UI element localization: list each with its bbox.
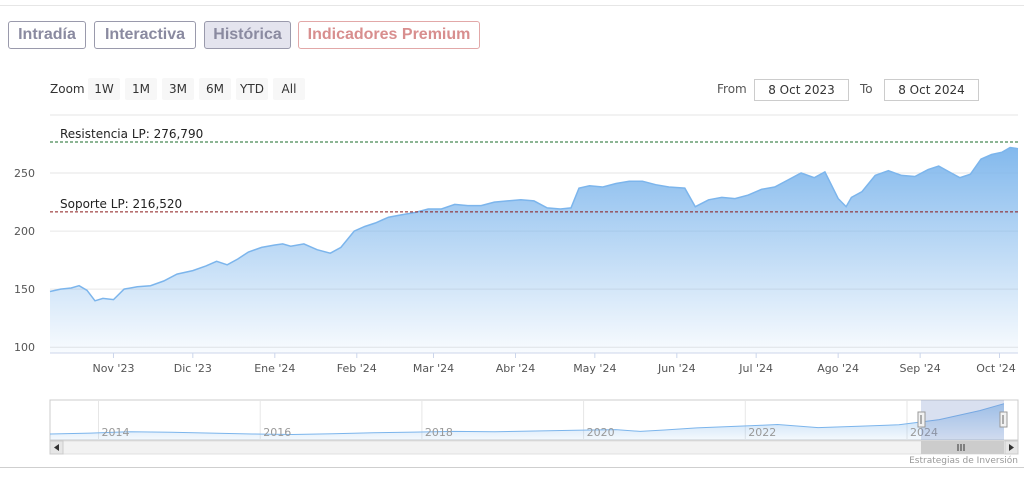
zoom-6m-button[interactable]: 6M: [199, 78, 231, 100]
y-tick-label: 200: [14, 225, 35, 238]
x-tick-label: Nov '23: [92, 362, 134, 375]
scrollbar[interactable]: [49, 440, 1019, 455]
y-tick-label: 100: [14, 341, 35, 354]
x-tick-label: Jul '24: [738, 362, 773, 375]
tab-intradia[interactable]: Intradía: [8, 21, 86, 49]
x-tick-label: May '24: [573, 362, 616, 375]
navigator-tick-label: 2022: [748, 426, 776, 439]
annotations: Resistencia LP: 276,790 Soporte LP: 216,5…: [50, 127, 1018, 213]
tab-indicadores-premium[interactable]: Indicadores Premium: [298, 21, 480, 49]
x-tick-label: Dic '23: [174, 362, 212, 375]
zoom-all-button[interactable]: All: [273, 78, 305, 100]
x-tick-label: Ene '24: [254, 362, 295, 375]
navigator-tick-label: 2016: [263, 426, 291, 439]
bottom-divider: [0, 467, 1024, 468]
price-line: [49, 146, 1019, 302]
navigator-area: [50, 403, 1004, 440]
y-tick-label: 150: [14, 283, 35, 296]
annotation-label: Resistencia LP: 276,790: [60, 127, 203, 141]
tab-interactiva[interactable]: Interactiva: [94, 21, 196, 49]
x-tick-label: Ago '24: [817, 362, 859, 375]
navigator-mask[interactable]: [921, 400, 1004, 440]
zoom-1w-button[interactable]: 1W: [88, 78, 120, 100]
x-tick-label: Abr '24: [496, 362, 536, 375]
navigator-tick-label: 2020: [587, 426, 615, 439]
credits[interactable]: Estrategias de Inversión: [909, 456, 1018, 466]
y-axis: 100 150 200 250: [14, 167, 35, 354]
zoom-ytd-button[interactable]: YTD: [236, 78, 268, 100]
range-from-input[interactable]: 8 Oct 2023: [754, 79, 849, 101]
arrow-right-icon: [1009, 444, 1014, 451]
range-to-input[interactable]: 8 Oct 2024: [884, 79, 979, 101]
arrow-left-icon: [54, 444, 59, 451]
scrollbar-thumb[interactable]: [921, 441, 1004, 454]
zoom-3m-button[interactable]: 3M: [162, 78, 194, 100]
range-to-label: To: [860, 82, 873, 96]
annotation-label: Soporte LP: 216,520: [60, 197, 182, 211]
navigator-tick-label: 2014: [102, 426, 130, 439]
x-tick-label: Oct '24: [976, 362, 1016, 375]
scrollbar-track[interactable]: [49, 440, 1019, 455]
y-tick-label: 250: [14, 167, 35, 180]
navigator-tick-label: 2024: [910, 426, 938, 439]
x-tick-label: Jun '24: [657, 362, 696, 375]
zoom-1m-button[interactable]: 1M: [125, 78, 157, 100]
top-divider: [0, 5, 1024, 6]
range-from-label: From: [717, 82, 747, 96]
x-tick-label: Mar '24: [413, 362, 454, 375]
x-tick-label: Feb '24: [337, 362, 377, 375]
zoom-label: Zoom: [50, 82, 85, 96]
navigator[interactable]: 2014 2016 2018 2020 2022 2024: [49, 399, 1019, 441]
navigator-tick-label: 2018: [425, 426, 453, 439]
price-area: [50, 147, 1018, 353]
navigator-line: [49, 403, 1005, 436]
scrollbar-grip-icon: [957, 444, 965, 451]
x-tick-label: Sep '24: [900, 362, 941, 375]
navigator-labels: 2014 2016 2018 2020 2022 2024: [102, 426, 938, 439]
x-axis: Nov '23 Dic '23 Ene '24 Feb '24 Mar '24 Abr '…: [92, 353, 1016, 375]
tab-historica[interactable]: Histórica: [204, 21, 291, 49]
